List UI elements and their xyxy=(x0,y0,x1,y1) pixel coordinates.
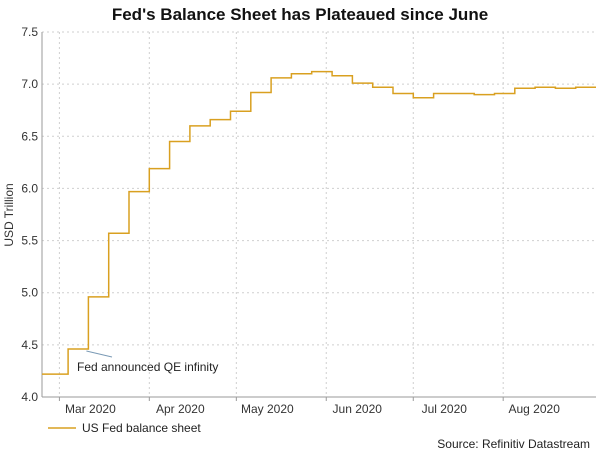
y-tick-label: 4.5 xyxy=(21,338,38,352)
x-tick-label: May 2020 xyxy=(241,402,294,416)
y-tick-label: 5.0 xyxy=(21,286,38,300)
chart-title: Fed's Balance Sheet has Plateaued since … xyxy=(112,5,488,24)
legend-label: US Fed balance sheet xyxy=(82,421,201,435)
x-tick-label: Jul 2020 xyxy=(422,402,468,416)
y-tick-label: 7.0 xyxy=(21,77,38,91)
y-tick-label: 4.0 xyxy=(21,390,38,404)
annotation-text: Fed announced QE infinity xyxy=(77,360,218,374)
x-tick-label: Apr 2020 xyxy=(156,402,205,416)
y-axis-label: USD Trillion xyxy=(2,183,16,246)
x-tick-label: Mar 2020 xyxy=(65,402,116,416)
y-tick-label: 5.5 xyxy=(21,234,38,248)
x-tick-labels: Mar 2020 Apr 2020 May 2020 Jun 2020 Jul 2020… xyxy=(65,402,560,416)
series-line-0 xyxy=(42,70,596,375)
series-layer xyxy=(42,70,596,375)
y-tick-label: 7.5 xyxy=(21,25,38,39)
x-tick-label: Aug 2020 xyxy=(508,402,560,416)
x-tick-label: Jun 2020 xyxy=(333,402,383,416)
y-tick-label: 6.0 xyxy=(21,181,38,195)
axis-layer xyxy=(41,32,596,401)
y-tick-label: 6.5 xyxy=(21,129,38,143)
source-note: Source: Refinitiv Datastream xyxy=(437,437,590,451)
y-tick-labels: 4.0 4.5 5.0 5.5 6.0 6.5 7.0 7.5 xyxy=(21,25,38,404)
annotation-layer: Fed announced QE infinity xyxy=(77,350,218,374)
grid-layer xyxy=(42,31,596,397)
annotation-leader xyxy=(86,350,113,358)
